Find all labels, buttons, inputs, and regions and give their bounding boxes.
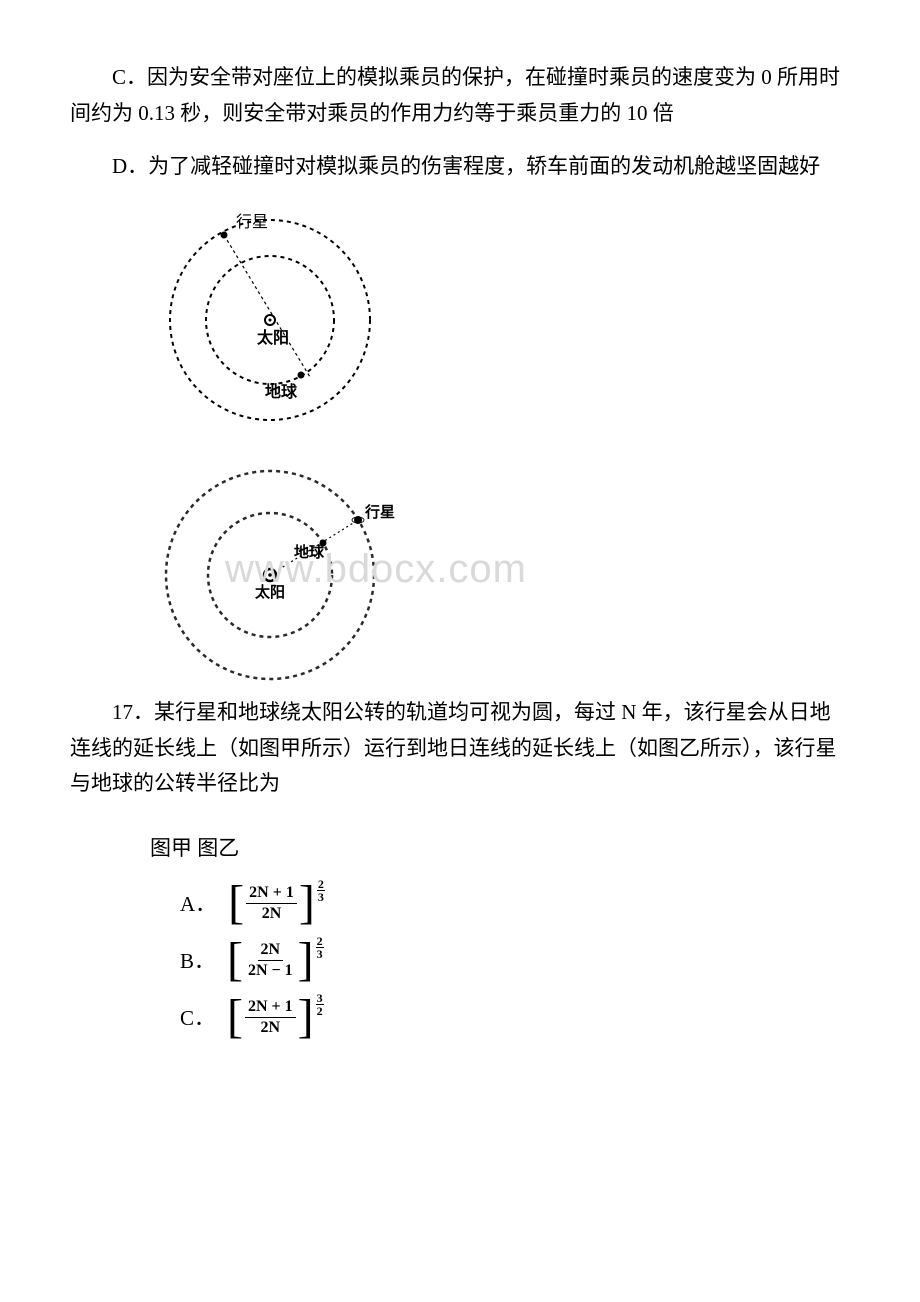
option-c-formula: [ 2N + 1 2N ] 3 2 bbox=[227, 996, 324, 1038]
diagram-2: 行星 地球 太阳 bbox=[140, 455, 420, 695]
left-bracket-icon: [ bbox=[227, 996, 243, 1038]
opt-a-exp-den: 3 bbox=[317, 891, 325, 903]
d2-earth-label: 地球 bbox=[294, 543, 325, 561]
opt-c-den: 2N bbox=[258, 1018, 284, 1037]
option-c-label: C． bbox=[180, 1002, 215, 1032]
option-c-text: C．因为安全带对座位上的模拟乘员的保护，在碰撞时乘员的速度变为 0 所用时间约为… bbox=[70, 60, 850, 131]
option-c: C． [ 2N + 1 2N ] 3 2 bbox=[180, 996, 850, 1038]
d2-planet-label: 行星 bbox=[364, 503, 395, 521]
option-b-formula: [ 2N 2N − 1 ] 2 3 bbox=[227, 939, 324, 981]
diagram-1-container: 行星 太阳 地球 bbox=[140, 205, 850, 435]
options-block: A． [ 2N + 1 2N ] 2 3 B． [ 2N 2N − 1 ] 2 bbox=[180, 882, 850, 1038]
opt-c-exp-den: 2 bbox=[316, 1005, 324, 1017]
opt-a-num: 2N + 1 bbox=[246, 884, 297, 904]
option-b: B． [ 2N 2N − 1 ] 2 3 bbox=[180, 939, 850, 981]
left-bracket-icon: [ bbox=[228, 882, 244, 924]
d1-planet-label: 行星 bbox=[236, 213, 268, 231]
right-bracket-icon: ] bbox=[299, 882, 315, 924]
figure-caption: 图甲 图乙 bbox=[150, 832, 850, 862]
option-b-label: B． bbox=[180, 945, 215, 975]
diagram-1: 行星 太阳 地球 bbox=[140, 205, 400, 435]
d1-sun-label: 太阳 bbox=[256, 328, 289, 347]
d2-sun-label: 太阳 bbox=[255, 583, 285, 601]
right-bracket-icon: ] bbox=[298, 996, 314, 1038]
left-bracket-icon: [ bbox=[227, 939, 243, 981]
opt-b-exp-den: 3 bbox=[316, 948, 324, 960]
opt-b-num: 2N bbox=[258, 941, 284, 961]
option-a: A． [ 2N + 1 2N ] 2 3 bbox=[180, 882, 850, 924]
question-17-text: 17．某行星和地球绕太阳公转的轨道均可视为圆，每过 N 年，该行星会从日地连线的… bbox=[70, 695, 850, 802]
opt-a-den: 2N bbox=[259, 904, 285, 923]
option-d-text: D．为了减轻碰撞时对模拟乘员的伤害程度，轿车前面的发动机舱越坚固越好 bbox=[70, 149, 850, 185]
d1-earth-label: 地球 bbox=[265, 382, 298, 401]
opt-c-num: 2N + 1 bbox=[245, 998, 296, 1018]
diagram-2-container: www.bdocx.com 行星 地球 太阳 bbox=[140, 455, 850, 695]
option-a-label: A． bbox=[180, 888, 216, 918]
option-a-formula: [ 2N + 1 2N ] 2 3 bbox=[228, 882, 325, 924]
right-bracket-icon: ] bbox=[298, 939, 314, 981]
opt-b-den: 2N − 1 bbox=[245, 961, 296, 980]
